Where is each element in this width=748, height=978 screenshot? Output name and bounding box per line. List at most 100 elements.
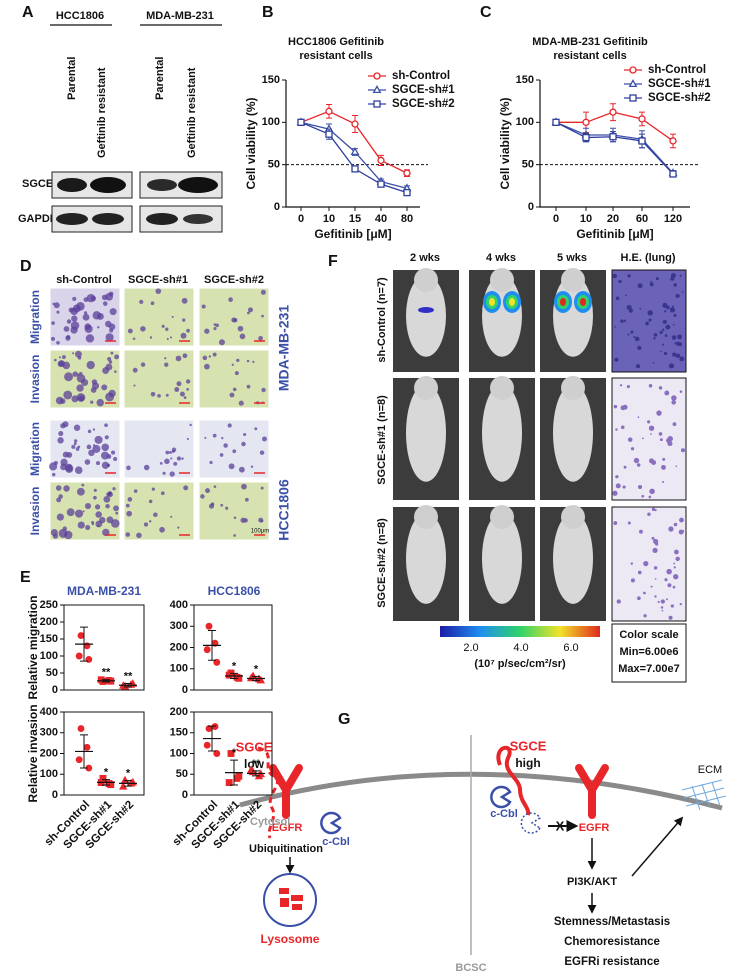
tissue xyxy=(679,390,683,393)
marker xyxy=(669,170,677,178)
tissue xyxy=(654,595,657,598)
x-axis-label: Gefitinib [μM] xyxy=(314,227,391,241)
colorbar-unit: (10⁷ p/sec/cm²/sr) xyxy=(474,658,566,670)
tissue xyxy=(680,448,686,453)
cell-stain xyxy=(233,516,237,519)
cell-stain xyxy=(208,355,211,358)
tissue xyxy=(639,529,643,534)
x-tick-label: 10 xyxy=(580,213,592,225)
x-tick-label: 20 xyxy=(607,213,619,225)
cell-stain xyxy=(260,519,264,523)
tissue xyxy=(671,305,674,308)
cell-stain xyxy=(65,464,74,473)
tissue xyxy=(647,512,651,516)
tissue xyxy=(633,335,636,338)
legend-label: sh-Control xyxy=(392,70,450,82)
legend-label: SGCE-sh#1 xyxy=(648,78,711,90)
series-line xyxy=(555,121,674,174)
cell-stain xyxy=(103,495,111,503)
cell-stain xyxy=(150,391,156,397)
x-tick-label: 80 xyxy=(401,213,413,225)
tissue xyxy=(678,529,684,535)
cell-stain xyxy=(97,326,100,329)
tissue xyxy=(654,578,657,580)
tissue xyxy=(620,425,625,430)
cell-stain xyxy=(110,450,116,455)
marker xyxy=(351,165,359,173)
color-scale-text: Color scale xyxy=(619,629,678,641)
tissue xyxy=(613,404,618,409)
tissue xyxy=(662,480,665,483)
cell-stain xyxy=(126,510,133,517)
cell-stain xyxy=(56,513,64,521)
cell-stain xyxy=(176,381,182,387)
tissue xyxy=(659,438,663,442)
marker xyxy=(582,133,590,142)
marker xyxy=(120,775,130,784)
cell-stain xyxy=(73,442,77,446)
tissue xyxy=(645,321,649,326)
cell-stain xyxy=(109,308,117,316)
cell-stain xyxy=(101,461,110,469)
cell-stain xyxy=(246,359,250,363)
tissue xyxy=(679,517,684,523)
cell-stain xyxy=(182,318,186,322)
tissue xyxy=(641,437,644,440)
tissue xyxy=(656,410,662,416)
y-tick-label: 250 xyxy=(40,599,58,611)
tissue xyxy=(671,395,677,401)
lane-label: Geftinib resistant xyxy=(186,67,198,158)
y-tick-label: 0 xyxy=(52,684,58,696)
cell-stain xyxy=(60,463,67,471)
marker xyxy=(205,622,213,630)
tissue xyxy=(658,432,663,436)
tissue xyxy=(643,614,647,618)
chart-title: resistant cells xyxy=(553,50,626,62)
cell-stain xyxy=(105,503,110,509)
tissue xyxy=(637,570,642,575)
cell-stain xyxy=(88,449,95,457)
y-axis-label: Relative migration xyxy=(26,595,40,699)
tissue xyxy=(662,319,667,324)
tissue xyxy=(648,384,653,388)
cell-stain xyxy=(136,532,142,539)
tissue xyxy=(615,296,620,301)
cell-stain xyxy=(171,447,177,452)
tissue xyxy=(647,310,653,316)
color-scale-text: Max=7.00e7 xyxy=(618,663,679,675)
tissue xyxy=(615,475,619,479)
marker xyxy=(227,750,235,757)
mouse xyxy=(482,512,522,604)
y-tick-label: 300 xyxy=(40,727,58,739)
cell-stain xyxy=(132,337,136,341)
colorbar xyxy=(440,626,600,637)
mouse xyxy=(406,275,446,357)
tissue xyxy=(643,560,649,567)
tissue xyxy=(651,536,655,540)
cell-stain xyxy=(76,373,86,383)
cell-stain xyxy=(79,371,83,376)
cell-line-label: HCC1806 xyxy=(56,10,104,22)
y-axis-label: Relative invasion xyxy=(26,704,40,802)
chart-title: HCC1806 xyxy=(208,584,261,598)
cell-stain xyxy=(77,521,85,529)
cell-stain xyxy=(239,333,246,340)
tissue xyxy=(635,363,641,369)
cell-stain xyxy=(78,395,85,402)
cell-stain xyxy=(212,433,217,438)
chart-title: resistant cells xyxy=(299,50,372,62)
tissue xyxy=(667,440,673,447)
legend-marker xyxy=(373,100,381,108)
legend-marker xyxy=(629,94,637,102)
y-tick-label: 100 xyxy=(40,768,58,780)
cell-stain xyxy=(104,435,109,440)
marker xyxy=(225,671,233,679)
cell-stain xyxy=(232,449,237,454)
panel-label: E xyxy=(20,569,31,586)
x-tick-label: 60 xyxy=(636,213,648,225)
lane-label: Geftinib resistant xyxy=(96,67,108,158)
cell-stain xyxy=(55,485,62,491)
cell-stain xyxy=(149,336,153,339)
cell-stain xyxy=(164,362,169,367)
